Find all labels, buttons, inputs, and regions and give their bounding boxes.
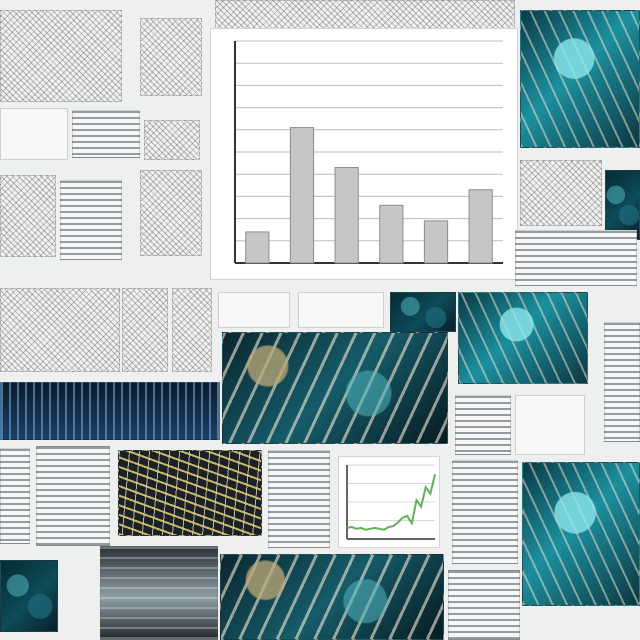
paper-panel-right-upper (515, 230, 637, 286)
paper-panel-left-bottom-2 (36, 446, 110, 546)
bar-chart-bar (468, 189, 493, 264)
paper-panel-center-top-mid (298, 292, 384, 328)
sketch-panel-top-row (215, 0, 515, 30)
teal-vein-panel-bottom-right (522, 462, 640, 606)
sketch-panel-left-lower-2 (122, 288, 168, 372)
paper-panel-center-bottom (268, 450, 330, 548)
sketch-panel-right-upper (520, 160, 602, 226)
bar-chart-bar (423, 220, 449, 264)
bar-chart-bar (379, 204, 404, 264)
paper-panel-right-mid (604, 322, 640, 442)
paper-panel-right-bottom-1 (452, 460, 518, 564)
paper-panel-right-mid-2 (455, 395, 511, 455)
sketch-panel-top-mid (140, 18, 202, 96)
paper-panel-left-top-1 (0, 108, 68, 160)
paper-panel-bottom-right (448, 570, 520, 640)
line-chart-series-line (346, 474, 436, 531)
line-chart-panel (338, 456, 440, 548)
sketch-panel-left-mid-1 (0, 175, 56, 257)
teal-vein-panel-bottom (220, 554, 444, 640)
line-chart (346, 464, 436, 540)
teal-panel-bottom-left (0, 560, 58, 632)
teal-vein-panel-top-right (520, 10, 640, 148)
sketch-panel-left-mid-3 (140, 170, 202, 256)
bar-chart-bar (289, 127, 315, 264)
bar-chart-bar (245, 231, 270, 264)
paper-panel-center-top-left (218, 292, 290, 328)
sketch-panel-top-left (0, 10, 122, 102)
data-panel-left-lower (0, 382, 220, 440)
sketch-panel-left-lower-3 (172, 288, 212, 372)
sketch-panel-left-lower-1 (0, 288, 120, 372)
paper-panel-left-top-2 (72, 110, 140, 158)
chart-panel-main (210, 28, 518, 280)
bar-chart-bar (334, 167, 359, 264)
teal-vein-panel-center (222, 332, 448, 444)
teal-panel-center-top-right (390, 292, 456, 332)
paper-panel-left-mid-2 (60, 180, 122, 260)
sketch-panel-left-top-3 (144, 120, 200, 160)
paper-panel-left-bottom-1 (0, 448, 30, 544)
teal-vein-panel-right (458, 292, 588, 384)
paper-panel-right-mid-3 (515, 395, 585, 455)
bar-chart (234, 40, 503, 264)
photo-panel-bottom (100, 546, 218, 640)
gold-vein-panel (118, 450, 262, 536)
